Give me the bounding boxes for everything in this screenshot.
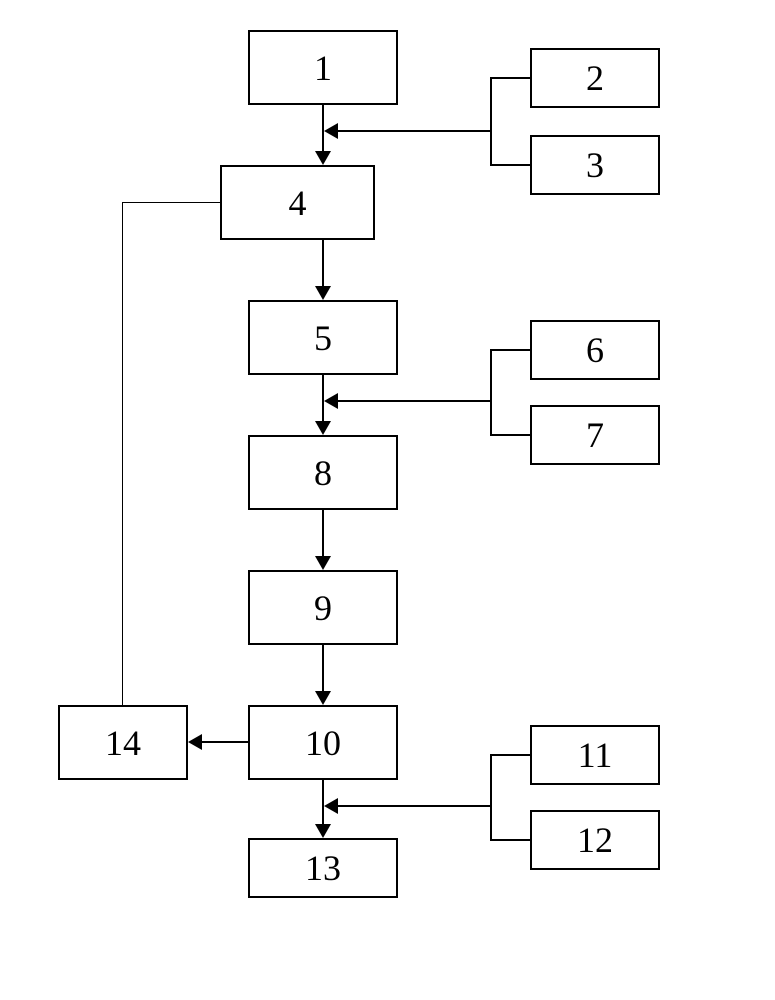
arrow-head xyxy=(324,393,338,409)
node-label: 4 xyxy=(289,182,307,224)
node-10: 10 xyxy=(248,705,398,780)
edge-23-to-center xyxy=(338,130,492,132)
node-label: 13 xyxy=(305,847,341,889)
node-3: 3 xyxy=(530,135,660,195)
edge-1112-to-center xyxy=(338,805,492,807)
arrow-head xyxy=(315,151,331,165)
arrow-head xyxy=(324,123,338,139)
node-6: 6 xyxy=(530,320,660,380)
node-1: 1 xyxy=(248,30,398,105)
node-13: 13 xyxy=(248,838,398,898)
edge-2-merge xyxy=(490,77,530,79)
edge-4-14-vert xyxy=(122,202,123,705)
node-label: 9 xyxy=(314,587,332,629)
edge-67-vert xyxy=(490,349,492,436)
arrow-head xyxy=(315,286,331,300)
edge-6-merge xyxy=(490,349,530,351)
node-label: 14 xyxy=(105,722,141,764)
edge-67-to-center xyxy=(338,400,492,402)
edge-4-14-horiz xyxy=(122,202,220,203)
edge-3-merge xyxy=(490,164,530,166)
node-8: 8 xyxy=(248,435,398,510)
edge-11-merge xyxy=(490,754,530,756)
edge-7-merge xyxy=(490,434,530,436)
node-label: 3 xyxy=(586,144,604,186)
node-label: 7 xyxy=(586,414,604,456)
arrow-head xyxy=(324,798,338,814)
arrow-head xyxy=(188,734,202,750)
node-label: 1 xyxy=(314,47,332,89)
node-2: 2 xyxy=(530,48,660,108)
edge-9-10 xyxy=(322,645,324,691)
node-7: 7 xyxy=(530,405,660,465)
edge-1112-vert xyxy=(490,754,492,841)
node-9: 9 xyxy=(248,570,398,645)
edge-12-merge xyxy=(490,839,530,841)
node-11: 11 xyxy=(530,725,660,785)
node-label: 2 xyxy=(586,57,604,99)
node-label: 8 xyxy=(314,452,332,494)
edge-4-5 xyxy=(322,240,324,286)
node-label: 10 xyxy=(305,722,341,764)
node-label: 12 xyxy=(577,819,613,861)
arrow-head xyxy=(315,691,331,705)
node-label: 5 xyxy=(314,317,332,359)
edge-10-14 xyxy=(202,741,248,743)
edge-8-9 xyxy=(322,510,324,556)
node-label: 11 xyxy=(578,734,613,776)
arrow-head xyxy=(315,556,331,570)
edge-23-vert xyxy=(490,77,492,166)
node-12: 12 xyxy=(530,810,660,870)
node-label: 6 xyxy=(586,329,604,371)
arrow-head xyxy=(315,824,331,838)
node-4: 4 xyxy=(220,165,375,240)
node-5: 5 xyxy=(248,300,398,375)
arrow-head xyxy=(315,421,331,435)
node-14: 14 xyxy=(58,705,188,780)
